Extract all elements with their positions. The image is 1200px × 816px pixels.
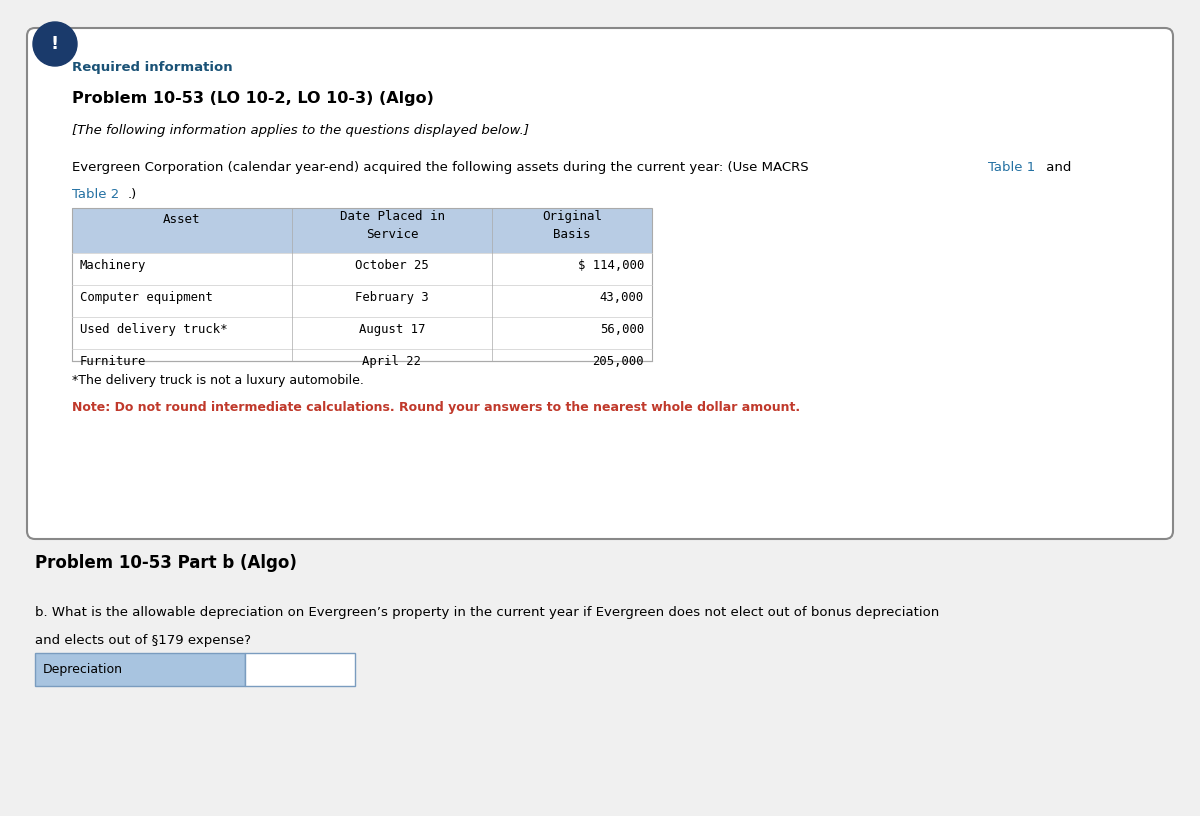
- Text: 56,000: 56,000: [600, 323, 644, 336]
- Text: Date Placed in: Date Placed in: [340, 210, 444, 223]
- Text: Note: Do not round intermediate calculations. Round your answers to the nearest : Note: Do not round intermediate calculat…: [72, 401, 800, 414]
- Text: Basis: Basis: [553, 228, 590, 241]
- FancyBboxPatch shape: [35, 653, 245, 686]
- FancyBboxPatch shape: [26, 28, 1174, 539]
- Text: August 17: August 17: [359, 323, 425, 336]
- Text: Table 2: Table 2: [72, 188, 119, 201]
- Text: [The following information applies to the questions displayed below.]: [The following information applies to th…: [72, 124, 529, 137]
- FancyBboxPatch shape: [245, 653, 355, 686]
- Text: and: and: [1042, 161, 1072, 174]
- Text: Furniture: Furniture: [80, 355, 146, 368]
- Text: .): .): [128, 188, 137, 201]
- Text: 43,000: 43,000: [600, 291, 644, 304]
- Text: $ 114,000: $ 114,000: [577, 259, 644, 272]
- Text: Required information: Required information: [72, 61, 233, 74]
- Text: b. What is the allowable depreciation on Evergreen’s property in the current yea: b. What is the allowable depreciation on…: [35, 606, 940, 619]
- Text: October 25: October 25: [355, 259, 428, 272]
- Text: Evergreen Corporation (calendar year-end) acquired the following assets during t: Evergreen Corporation (calendar year-end…: [72, 161, 812, 174]
- Text: February 3: February 3: [355, 291, 428, 304]
- Text: and elects out of §179 expense?: and elects out of §179 expense?: [35, 634, 251, 647]
- Text: Used delivery truck*: Used delivery truck*: [80, 323, 228, 336]
- Text: Table 1: Table 1: [988, 161, 1036, 174]
- Text: Service: Service: [366, 228, 419, 241]
- Text: 205,000: 205,000: [593, 355, 644, 368]
- Text: Problem 10-53 (LO 10-2, LO 10-3) (Algo): Problem 10-53 (LO 10-2, LO 10-3) (Algo): [72, 91, 434, 106]
- FancyBboxPatch shape: [72, 253, 652, 285]
- Text: Machinery: Machinery: [80, 259, 146, 272]
- Text: Original: Original: [542, 210, 602, 223]
- FancyBboxPatch shape: [72, 208, 652, 253]
- FancyBboxPatch shape: [72, 349, 652, 381]
- Circle shape: [34, 22, 77, 66]
- Text: !: !: [50, 35, 59, 53]
- Text: April 22: April 22: [362, 355, 421, 368]
- Text: Asset: Asset: [163, 213, 200, 226]
- Text: *The delivery truck is not a luxury automobile.: *The delivery truck is not a luxury auto…: [72, 374, 364, 387]
- Text: Problem 10-53 Part b (Algo): Problem 10-53 Part b (Algo): [35, 554, 296, 572]
- Text: Computer equipment: Computer equipment: [80, 291, 212, 304]
- FancyBboxPatch shape: [72, 285, 652, 317]
- Text: Depreciation: Depreciation: [43, 663, 124, 676]
- FancyBboxPatch shape: [72, 317, 652, 349]
